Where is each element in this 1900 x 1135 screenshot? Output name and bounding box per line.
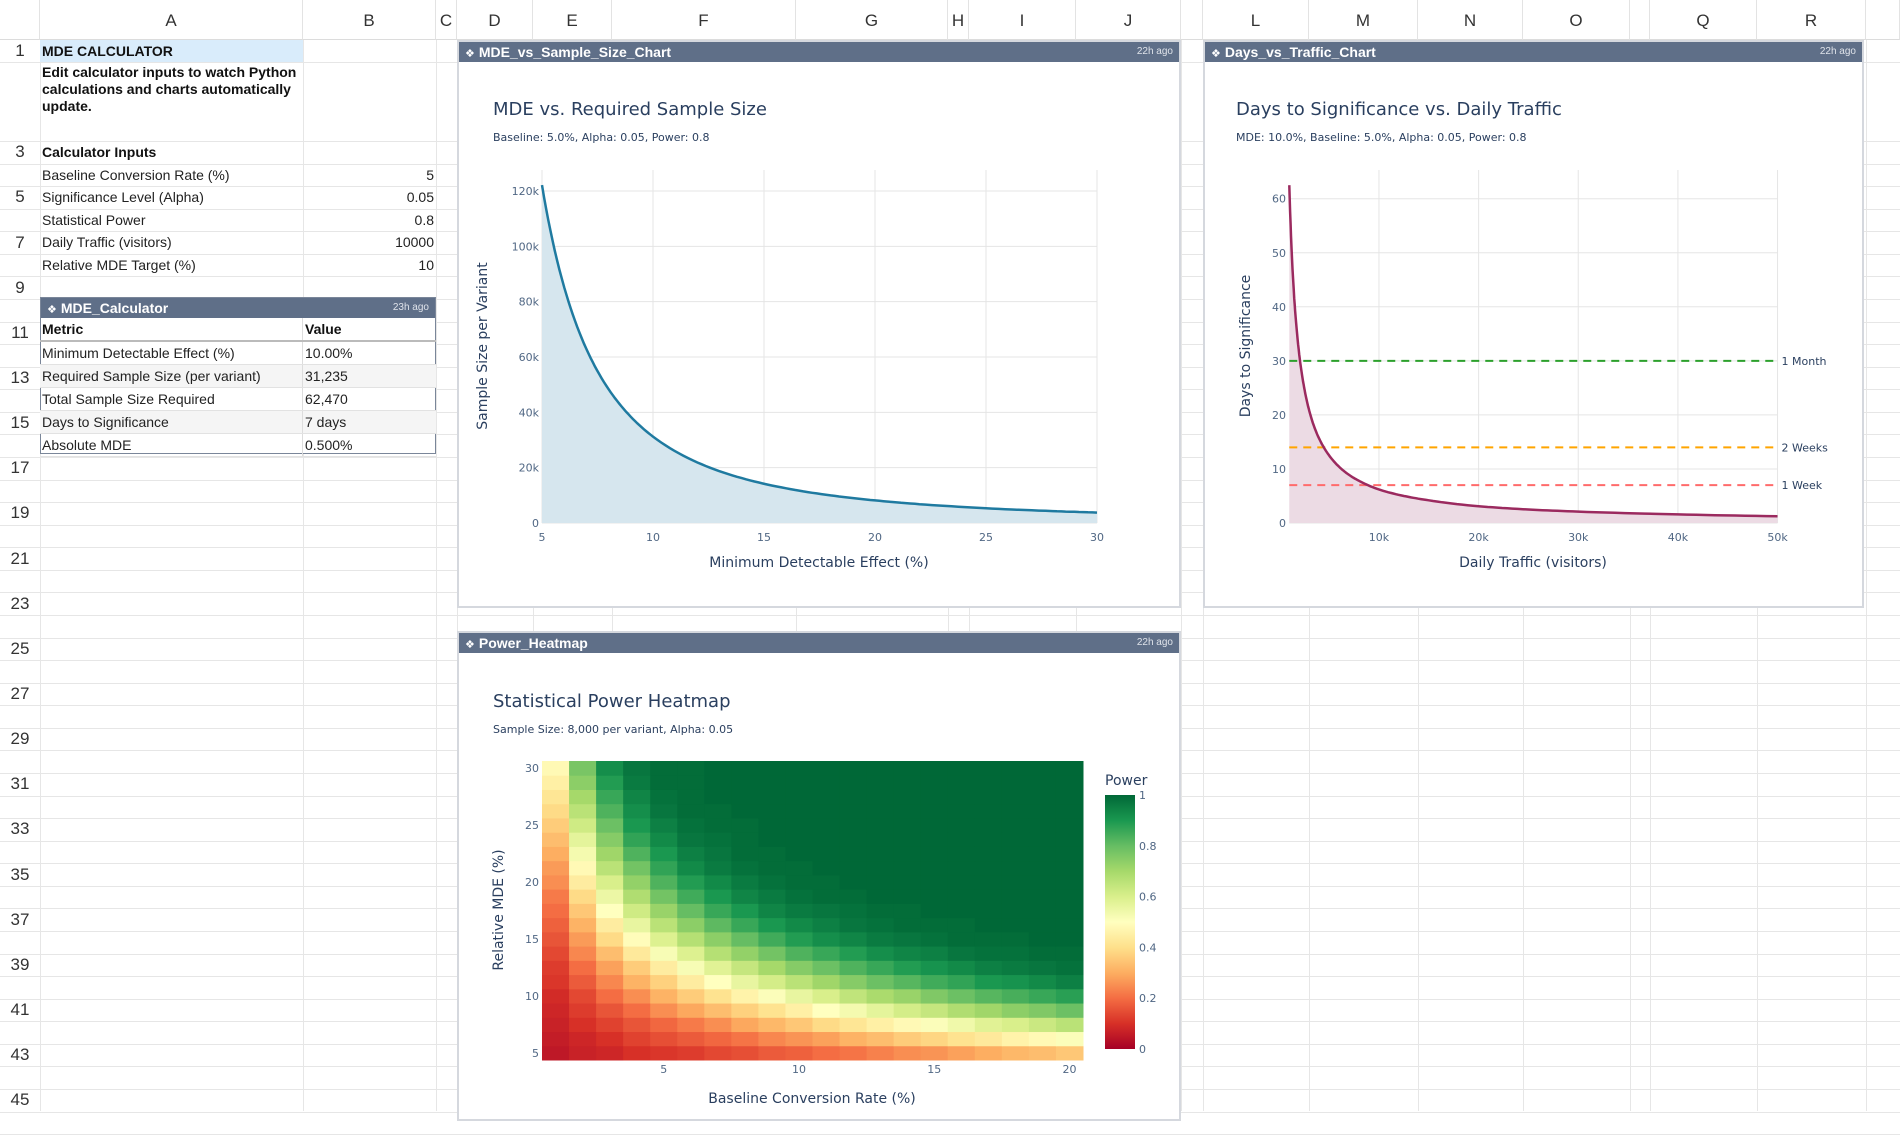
panel-name: Power_Heatmap [479, 635, 588, 651]
panel-header: ❖ MDE_vs_Sample_Size_Chart 22h ago [459, 42, 1179, 62]
panel-name: Days_vs_Traffic_Chart [1225, 44, 1376, 60]
value-cell: 10.00% [303, 341, 437, 365]
column-header[interactable]: A [40, 0, 303, 40]
column-header[interactable]: C [436, 0, 457, 40]
panel-header: ❖ Days_vs_Traffic_Chart 22h ago [1205, 42, 1862, 62]
row-header[interactable]: 25 [0, 639, 40, 659]
row-header[interactable]: 35 [0, 865, 40, 885]
widget-diamond-icon: ❖ [1211, 48, 1221, 60]
column-header[interactable] [1866, 0, 1900, 40]
input-label-cell[interactable]: Daily Traffic (visitors) [40, 231, 303, 253]
widget-diamond-icon: ❖ [465, 48, 475, 60]
table-row[interactable]: Required Sample Size (per variant)31,235 [40, 365, 436, 388]
input-value-cell[interactable]: 5 [303, 164, 436, 186]
value-cell: 62,470 [303, 388, 437, 411]
row-header[interactable]: 27 [0, 684, 40, 704]
column-header[interactable]: I [969, 0, 1076, 40]
row-gridline [0, 615, 1900, 616]
value-cell: 0.500% [303, 434, 437, 457]
cell-a3-inputs-header[interactable]: Calculator Inputs [40, 141, 303, 163]
column-header[interactable]: O [1523, 0, 1630, 40]
column-header[interactable]: R [1757, 0, 1866, 40]
column-header[interactable]: N [1418, 0, 1523, 40]
row-header[interactable]: 3 [0, 142, 40, 162]
row-header[interactable]: 1 [0, 41, 40, 61]
input-label-cell[interactable]: Relative MDE Target (%) [40, 254, 303, 276]
metric-cell: Minimum Detectable Effect (%) [40, 341, 303, 365]
row-header[interactable]: 37 [0, 910, 40, 930]
mde-calculator-table: Metric Value Minimum Detectable Effect (… [40, 318, 436, 457]
widget-updated: 23h ago [393, 298, 429, 318]
panel-updated: 22h ago [1137, 633, 1173, 653]
row-header[interactable]: 43 [0, 1045, 40, 1065]
column-gridline [1866, 40, 1867, 1111]
panel-updated: 22h ago [1820, 42, 1856, 62]
input-label-cell[interactable]: Significance Level (Alpha) [40, 186, 303, 208]
row-header[interactable]: 39 [0, 955, 40, 975]
column-header[interactable]: Q [1650, 0, 1757, 40]
row-header[interactable]: 29 [0, 729, 40, 749]
input-label-cell[interactable]: Statistical Power [40, 209, 303, 231]
column-header[interactable]: D [457, 0, 533, 40]
widget-diamond-icon: ❖ [465, 639, 475, 651]
row-header[interactable]: 19 [0, 503, 40, 523]
column-header[interactable] [1630, 0, 1650, 40]
column-header[interactable]: G [796, 0, 948, 40]
cell-a1-title[interactable]: MDE CALCULATOR [40, 40, 303, 62]
column-header[interactable]: E [533, 0, 612, 40]
table-header-row: Metric Value [40, 318, 436, 341]
column-gridline [1181, 40, 1182, 1111]
table-row[interactable]: Minimum Detectable Effect (%)10.00% [40, 341, 436, 365]
row-header[interactable]: 21 [0, 549, 40, 569]
row-header[interactable]: 5 [0, 187, 40, 207]
row-header[interactable]: 17 [0, 458, 40, 478]
row-header[interactable]: 31 [0, 774, 40, 794]
input-label-cell[interactable]: Baseline Conversion Rate (%) [40, 164, 303, 186]
column-header[interactable]: F [612, 0, 796, 40]
row-header[interactable]: 45 [0, 1090, 40, 1110]
panel-updated: 22h ago [1137, 42, 1173, 62]
value-cell: 7 days [303, 411, 437, 434]
panel-header: ❖ Power_Heatmap 22h ago [459, 633, 1179, 653]
days-vs-traffic-panel[interactable]: ❖ Days_vs_Traffic_Chart 22h ago [1203, 40, 1864, 608]
row-header[interactable]: 9 [0, 278, 40, 298]
row-header[interactable]: 7 [0, 233, 40, 253]
metric-cell: Absolute MDE [40, 434, 303, 457]
row-header[interactable]: 33 [0, 819, 40, 839]
widget-name: MDE_Calculator [61, 300, 168, 316]
power-heatmap-panel[interactable]: ❖ Power_Heatmap 22h ago [457, 631, 1181, 1121]
input-value-cell[interactable]: 0.8 [303, 209, 436, 231]
row-header[interactable]: 23 [0, 594, 40, 614]
value-cell: 31,235 [303, 365, 437, 388]
column-header[interactable]: M [1309, 0, 1418, 40]
widget-diamond-icon: ❖ [47, 304, 57, 316]
mde-calculator-header: ❖ MDE_Calculator 23h ago [41, 298, 435, 318]
header-value: Value [303, 318, 437, 341]
metric-cell: Required Sample Size (per variant) [40, 365, 303, 388]
input-value-cell[interactable]: 10000 [303, 231, 436, 253]
input-value-cell[interactable]: 0.05 [303, 186, 436, 208]
column-header[interactable]: H [948, 0, 969, 40]
mde-vs-sample-size-panel[interactable]: ❖ MDE_vs_Sample_Size_Chart 22h ago [457, 40, 1181, 608]
row-header[interactable]: 41 [0, 1000, 40, 1020]
metric-cell: Days to Significance [40, 411, 303, 434]
column-gridline [436, 40, 437, 1111]
header-metric: Metric [40, 318, 303, 341]
row-header[interactable]: 13 [0, 368, 40, 388]
select-all-corner[interactable] [0, 0, 40, 40]
column-header[interactable] [1181, 0, 1203, 40]
row-header[interactable]: 11 [0, 323, 40, 343]
column-header[interactable]: B [303, 0, 436, 40]
metric-cell: Total Sample Size Required [40, 388, 303, 411]
row-header[interactable]: 15 [0, 413, 40, 433]
column-header[interactable]: L [1203, 0, 1309, 40]
cell-a2-description[interactable]: Edit calculator inputs to watch Python c… [40, 62, 303, 141]
column-header[interactable]: J [1076, 0, 1181, 40]
panel-name: MDE_vs_Sample_Size_Chart [479, 44, 671, 60]
input-value-cell[interactable]: 10 [303, 254, 436, 276]
